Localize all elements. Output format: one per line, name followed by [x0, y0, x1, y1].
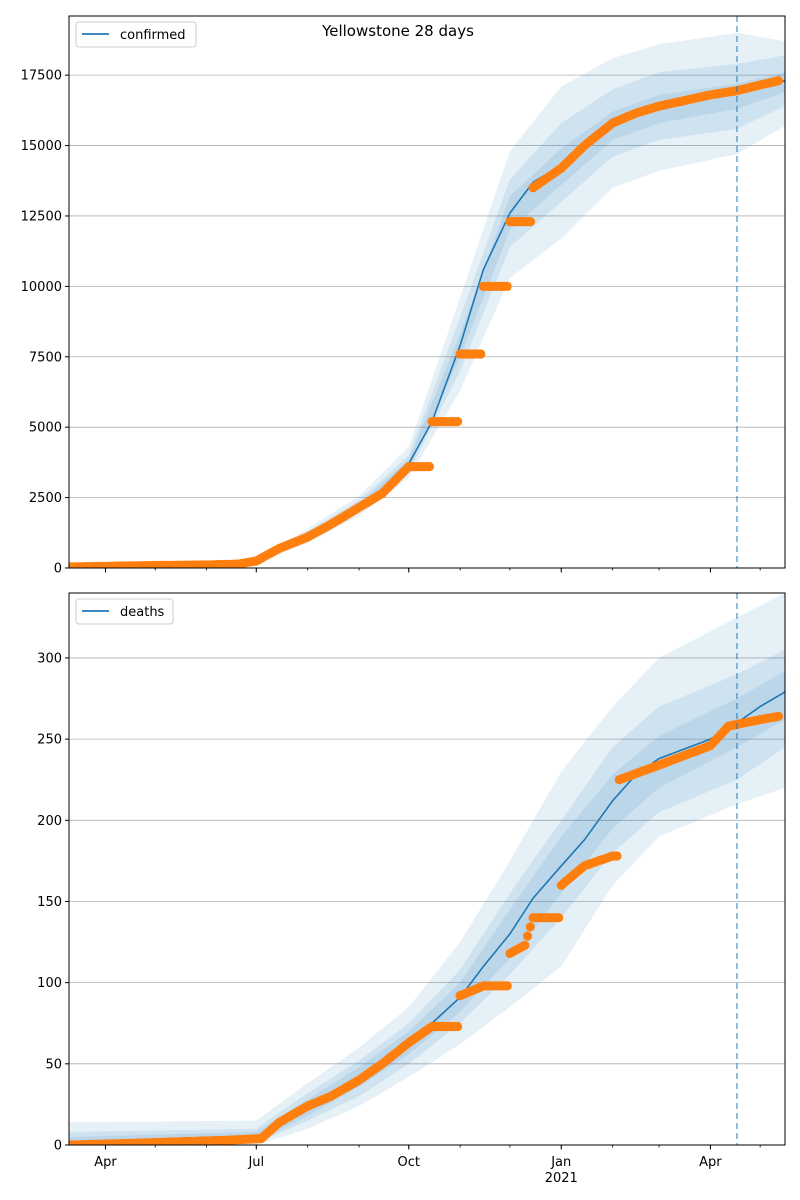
- y-tick-label: 7500: [29, 350, 62, 365]
- y-tick-label: 5000: [29, 421, 62, 436]
- observed-point: [554, 913, 564, 923]
- x-tick-label: Oct: [398, 1155, 420, 1170]
- plot-area: [69, 593, 785, 1145]
- uncertainty-band-0: [69, 32, 785, 568]
- y-tick-label: 100: [37, 976, 62, 991]
- observed-point: [612, 851, 622, 861]
- y-tick-label: 0: [54, 562, 62, 577]
- uncertainty-band-1: [69, 649, 785, 1145]
- legend-box: [75, 21, 197, 48]
- observed-point: [502, 981, 512, 991]
- x-tick-label: Jan: [550, 1155, 571, 1170]
- observed-point: [453, 417, 463, 427]
- observed-point: [476, 349, 486, 359]
- chart-title: Yellowstone 28 days: [321, 22, 474, 40]
- observed-point: [502, 281, 512, 291]
- y-tick-label: 2500: [29, 491, 62, 506]
- x-tick-label: Apr: [699, 1155, 722, 1170]
- chart-panel-0: 0 2500 5000 7500 10000 12500 15000 17500 confirm…: [21, 15, 786, 577]
- observed-point: [520, 940, 530, 950]
- y-tick-label: 0: [54, 1139, 62, 1154]
- observed-point: [424, 462, 434, 472]
- y-tick-label: 50: [45, 1057, 62, 1072]
- uncertainty-band-2: [69, 670, 785, 1145]
- uncertainty-band-0: [69, 593, 785, 1145]
- observed-point: [522, 931, 533, 941]
- legend-label: deaths: [120, 605, 165, 620]
- y-tick-label: 250: [37, 733, 62, 748]
- y-tick-label: 15000: [21, 139, 62, 154]
- legend: deaths: [75, 598, 174, 625]
- legend-box: [75, 598, 174, 625]
- y-tick-label: 300: [37, 651, 62, 666]
- y-tick-label: 10000: [21, 280, 62, 295]
- y-tick-label: 12500: [21, 209, 62, 224]
- uncertainty-band-1: [69, 55, 785, 568]
- observed-series: [69, 711, 783, 1145]
- x-tick-label: Jul: [247, 1155, 264, 1170]
- legend-label: confirmed: [120, 28, 186, 43]
- observed-series: [69, 76, 783, 568]
- observed-point: [525, 922, 535, 932]
- observed-point: [525, 217, 536, 227]
- x-tick-sublabel: 2021: [545, 1171, 578, 1186]
- y-tick-label: 17500: [21, 69, 62, 84]
- legend: confirmed: [75, 21, 197, 48]
- axes-frame: [68, 15, 786, 569]
- observed-point: [773, 76, 783, 86]
- observed-point: [773, 711, 783, 721]
- y-tick-label: 200: [37, 814, 62, 829]
- plot-area: [69, 16, 785, 568]
- axes-frame: [68, 592, 786, 1146]
- x-tick-label: Apr: [94, 1155, 117, 1170]
- y-tick-label: 150: [37, 895, 62, 910]
- observed-point: [453, 1021, 463, 1032]
